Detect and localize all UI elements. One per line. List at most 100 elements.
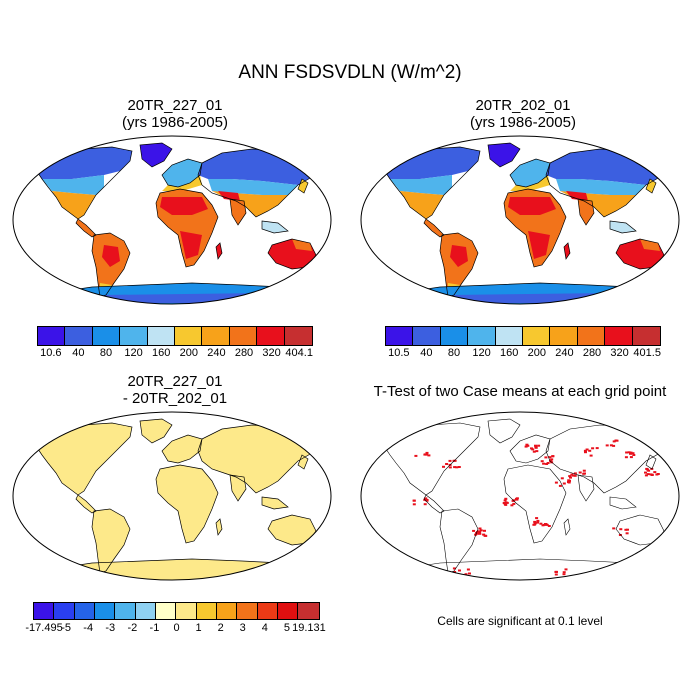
difference-cell: [55, 430, 60, 434]
significant-cell: [626, 528, 629, 531]
difference-cell: [324, 523, 328, 527]
difference-cell: [73, 421, 78, 424]
difference-cell: [328, 555, 332, 558]
difference-cell: [12, 433, 16, 436]
colorbar-swatch: [522, 327, 551, 345]
colorbar-tick-label: -3: [105, 622, 116, 634]
difference-cell: [42, 430, 47, 434]
difference-cell: [95, 419, 100, 420]
difference-cell: [52, 424, 57, 428]
difference-cell: [48, 430, 53, 434]
significant-cells: [412, 439, 660, 576]
significant-cell: [568, 479, 571, 482]
difference-cell: [86, 419, 91, 423]
difference-cell: [315, 549, 320, 553]
colorbar-tick-label: -1: [149, 622, 160, 634]
difference-cell: [222, 412, 226, 415]
significant-cell: [550, 458, 554, 461]
significant-cell: [425, 499, 429, 501]
difference-cell: [261, 411, 265, 414]
significant-cell: [533, 520, 537, 523]
difference-cell: [302, 578, 307, 580]
significant-cell: [646, 468, 649, 471]
significant-cell: [582, 472, 586, 475]
panel-title-line1: 20TR_202_01: [475, 97, 571, 114]
significant-cell: [653, 471, 657, 474]
difference-cell: [321, 460, 326, 464]
difference-cell: [293, 435, 298, 438]
difference-cell: [295, 432, 300, 436]
difference-cell: [264, 415, 268, 418]
difference-cell: [292, 419, 297, 423]
colorbar-tick-label: 404.1: [285, 347, 313, 359]
colorbar-case1: [37, 326, 313, 346]
map-difference: [12, 411, 332, 581]
significant-cell: [537, 444, 541, 447]
difference-cell: [82, 574, 87, 578]
difference-cell: [308, 443, 313, 447]
difference-cell: [319, 445, 324, 449]
difference-cell: [57, 565, 62, 569]
difference-cell: [46, 437, 51, 441]
significant-cell: [412, 503, 416, 506]
significant-cell: [588, 449, 592, 452]
difference-cell: [35, 576, 39, 580]
difference-cell: [305, 428, 310, 432]
significant-cell: [531, 448, 535, 451]
difference-cell: [269, 577, 273, 580]
significant-cell: [562, 573, 566, 576]
difference-cell: [17, 551, 21, 554]
difference-cell: [302, 420, 307, 424]
significant-cell: [427, 454, 431, 457]
colorbar-tick-label: -17.495: [25, 622, 63, 634]
difference-cell: [30, 576, 34, 579]
colorbar-swatch: [386, 327, 414, 345]
difference-cell: [304, 577, 309, 580]
panel-title-line2: (yrs 1986-2005): [470, 114, 576, 131]
difference-cell: [29, 564, 33, 567]
difference-cell: [56, 557, 61, 561]
difference-cell: [322, 437, 327, 441]
colorbar-swatch: [120, 327, 148, 345]
significant-cell: [560, 477, 564, 480]
difference-cell: [310, 563, 315, 567]
significant-cell: [547, 525, 551, 527]
difference-cell: [13, 533, 17, 536]
difference-cell: [279, 415, 283, 418]
difference-cell: [66, 424, 71, 428]
difference-cell: [57, 580, 61, 581]
colorbar-swatch: [495, 327, 523, 345]
difference-cell: [21, 554, 25, 557]
significant-cell: [503, 499, 507, 502]
difference-cell: [293, 555, 298, 559]
difference-cell: [40, 567, 45, 571]
panel-title-difference: 20TR_227_01 - 20TR_202_01: [10, 373, 340, 407]
difference-cell: [329, 469, 332, 472]
difference-cell: [20, 429, 24, 432]
significant-cell: [589, 454, 593, 457]
difference-cell: [74, 412, 78, 415]
difference-cell: [319, 564, 324, 568]
difference-cell: [305, 419, 310, 422]
difference-cell: [298, 566, 303, 569]
difference-cell: [324, 450, 328, 454]
difference-cell: [328, 437, 332, 440]
significant-cell: [564, 568, 568, 571]
significant-cell: [484, 534, 488, 537]
difference-cell: [23, 443, 27, 446]
difference-cell: [330, 539, 332, 542]
difference-cell: [98, 571, 103, 575]
difference-cell: [320, 426, 325, 430]
map-case2: [360, 135, 680, 305]
difference-cell: [16, 527, 20, 530]
difference-cell: [19, 449, 23, 452]
significant-cell: [612, 527, 616, 530]
difference-cell: [46, 419, 51, 422]
difference-cell: [287, 573, 292, 577]
difference-cell: [52, 419, 57, 423]
difference-cell: [45, 569, 50, 572]
difference-cell: [310, 412, 314, 415]
difference-cell: [76, 419, 81, 420]
colorbar-swatch: [605, 327, 633, 345]
difference-cell: [264, 424, 269, 427]
